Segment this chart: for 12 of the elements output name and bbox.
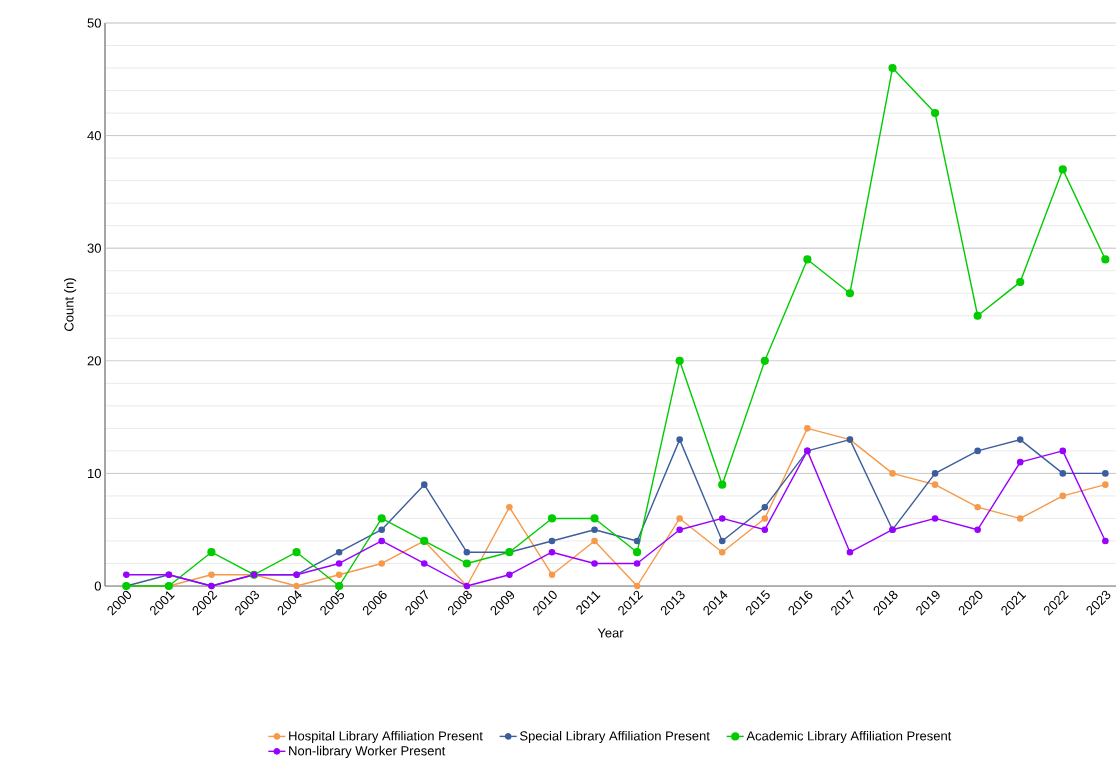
x-axis-title: Year	[597, 628, 624, 638]
y-tick-label: 20	[87, 356, 101, 366]
y-tick-label: 0	[94, 581, 101, 591]
y-axis-title: Count (n)	[64, 278, 77, 331]
y-tick-label: 30	[87, 243, 101, 253]
legend-label: Academic Library Affiliation Present	[746, 730, 952, 744]
legend-label: Special Library Affiliation Present	[520, 730, 710, 744]
y-tick-label: 40	[87, 130, 101, 141]
y-tick-label: 10	[88, 468, 101, 478]
legend-label: Hospital Library Affiliation Present	[289, 730, 483, 744]
y-tick-label: 50	[87, 18, 101, 28]
legend-label: Non-library Worker Present	[289, 745, 446, 758]
